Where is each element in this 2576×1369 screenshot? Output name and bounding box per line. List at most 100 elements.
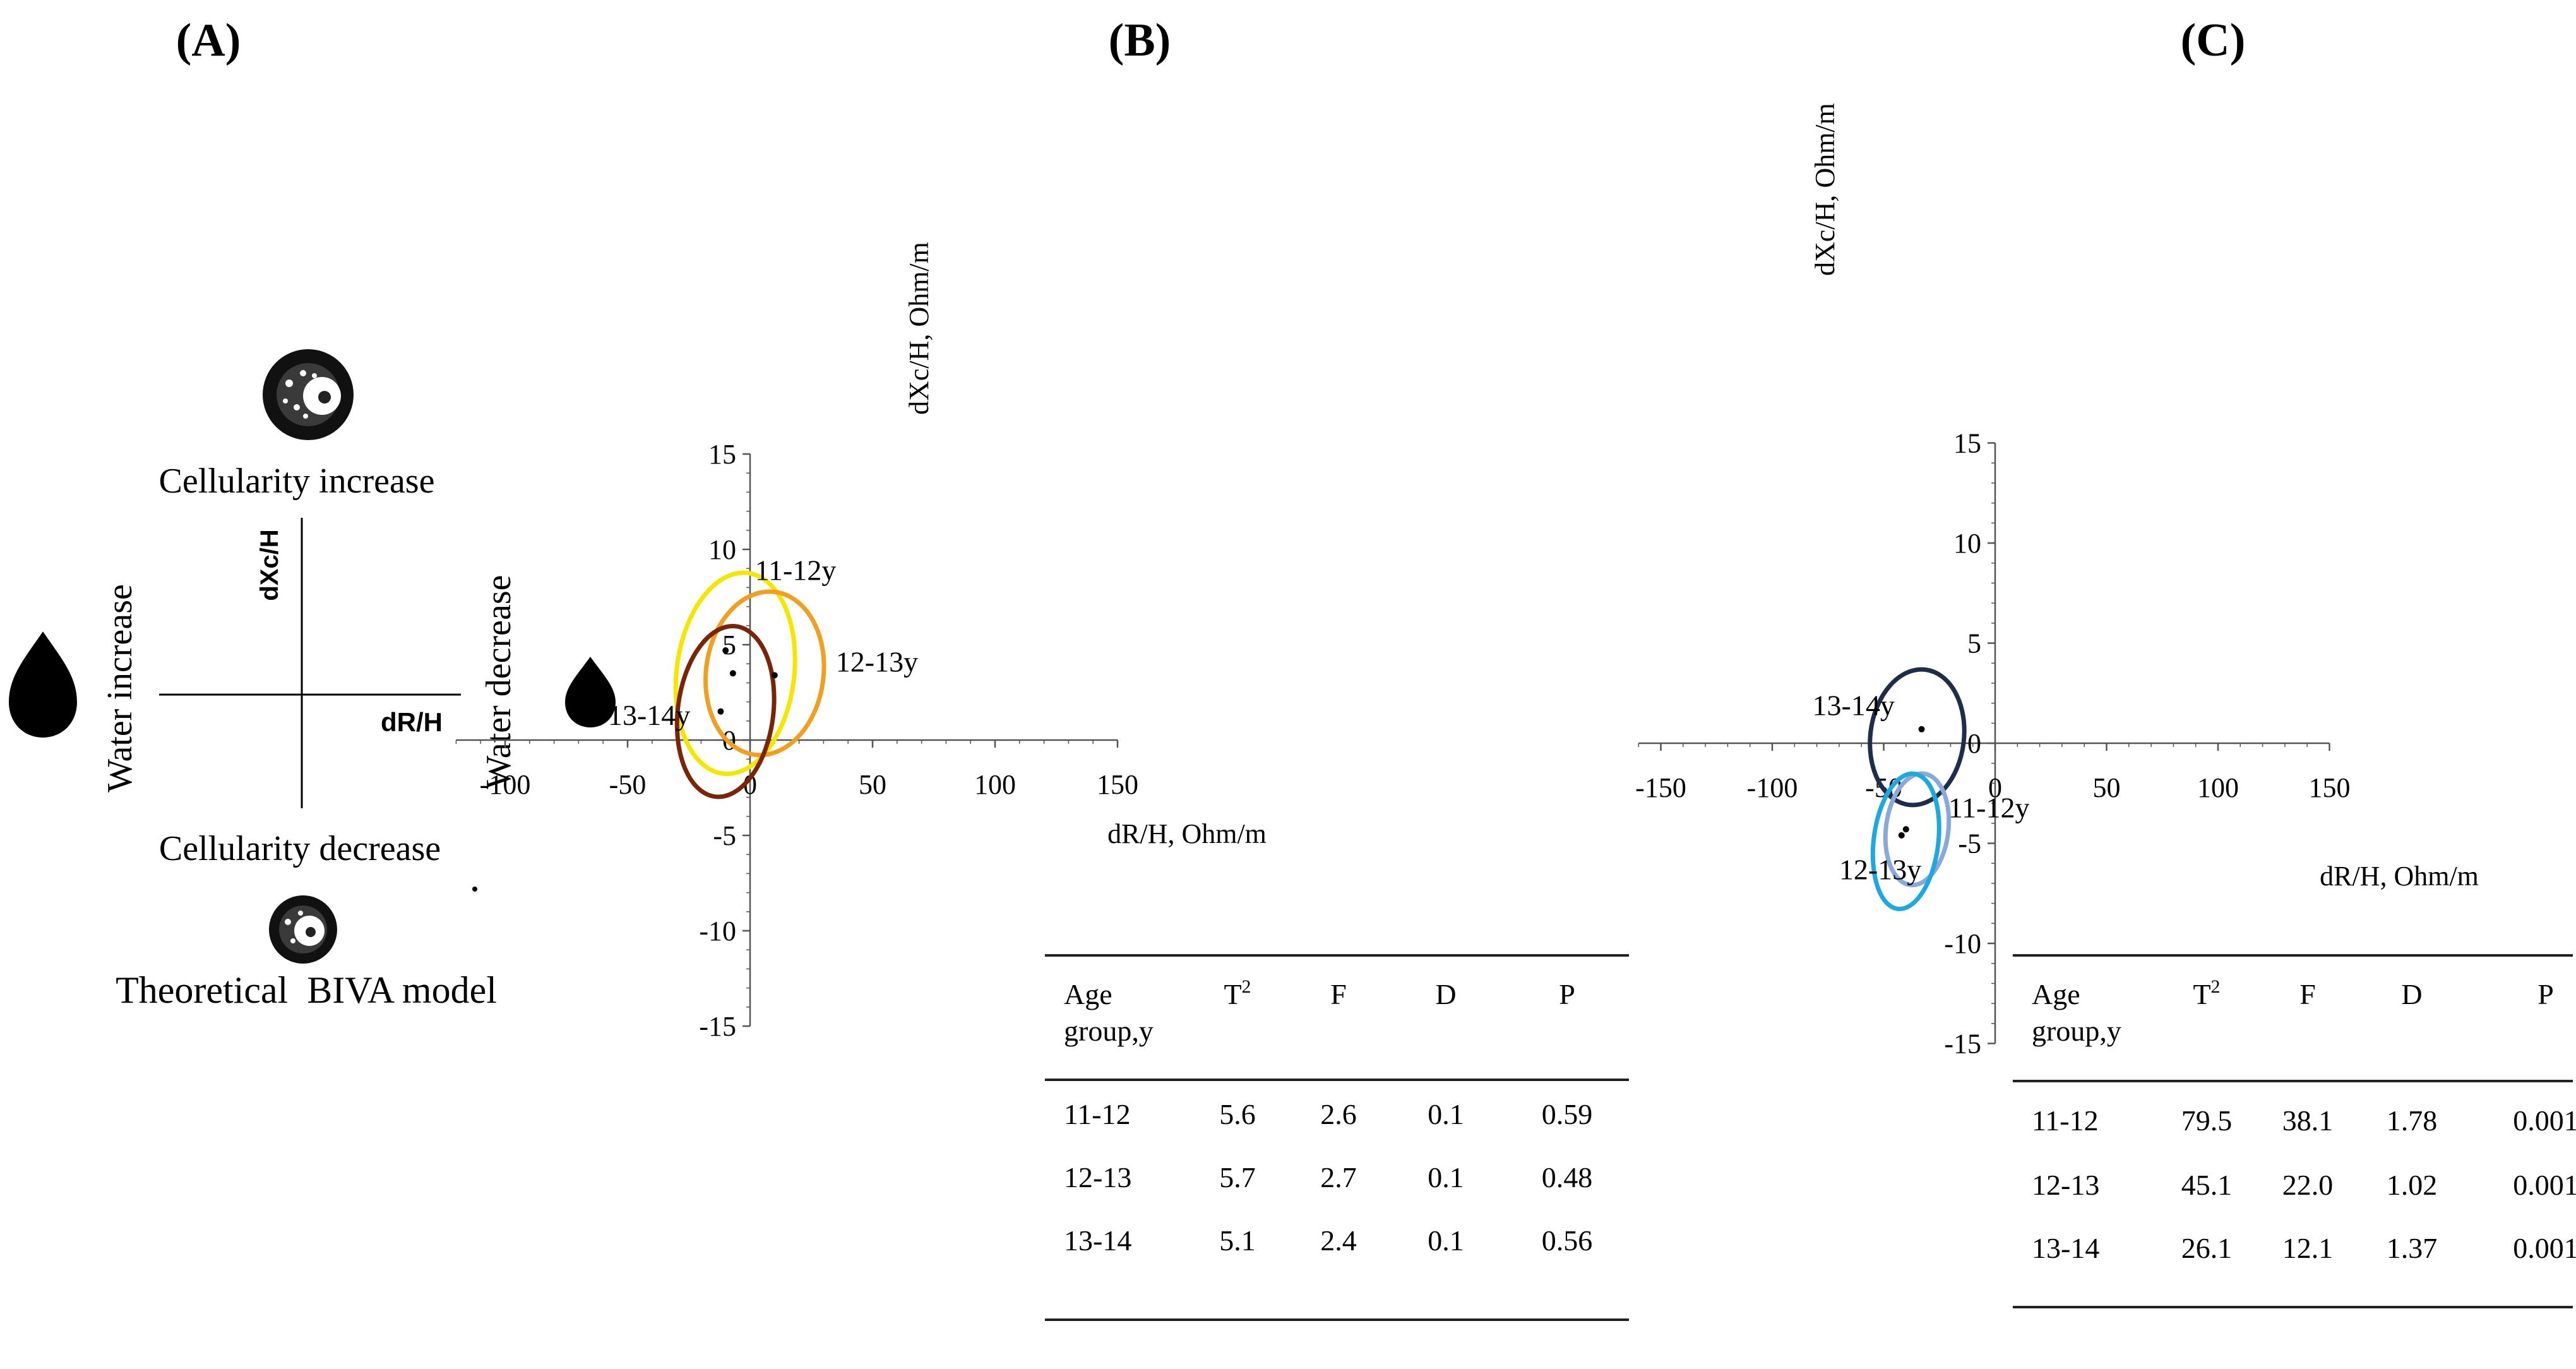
table-cell: 1.02 xyxy=(2387,1169,2438,1201)
table-cell: 26.1 xyxy=(2181,1232,2233,1264)
water-drop-small-icon xyxy=(565,657,616,727)
stray-dot xyxy=(472,887,477,892)
table-header-1: T2 xyxy=(1224,976,1251,1010)
x-tick-label: 150 xyxy=(1097,769,1138,800)
ellipse-12-13y xyxy=(1870,771,1941,911)
table-cell: 12-13 xyxy=(1064,1161,1131,1193)
panel-b: (B) -100 -50 0 50 100 150-15-10-5051015dR/H, … xyxy=(455,15,1629,1321)
y-tick-label: 15 xyxy=(1953,428,1981,459)
table-cell: 12-13 xyxy=(2032,1169,2099,1201)
x-tick-label: 50 xyxy=(859,769,886,800)
table-header-superscript: 2 xyxy=(1242,976,1251,997)
cellularity-decrease-label: Cellularity decrease xyxy=(159,829,441,868)
water-increase-label: Water increase xyxy=(100,584,140,792)
ellipse-11-12y xyxy=(673,570,797,777)
series-label-12-13y: 12-13y xyxy=(836,645,918,678)
table-header-1: T2 xyxy=(2193,976,2220,1010)
table-cell: 2.6 xyxy=(1320,1098,1357,1130)
y-tick-label: -5 xyxy=(713,820,736,851)
table-header-3: D xyxy=(1435,978,1456,1010)
table-cell: 0.1 xyxy=(1428,1098,1464,1130)
series-label-13-14y: 13-14y xyxy=(1813,690,1895,722)
y-tick-label: 15 xyxy=(708,439,736,470)
panel-c: (C) -150 -100 -50 0 50 100 150-15-10-5051015dR… xyxy=(1635,15,2576,1308)
table-cell: 11-12 xyxy=(2032,1104,2099,1137)
table-header-superscript: 2 xyxy=(2211,976,2221,997)
table-cell: 38.1 xyxy=(2282,1104,2334,1137)
y-tick-label: 0 xyxy=(1967,728,1981,759)
series-label-13-14y: 13-14y xyxy=(608,699,690,731)
table-cell: 0.56 xyxy=(1542,1224,1593,1257)
y-tick-label: -15 xyxy=(1944,1029,1981,1060)
x-tick-label: 100 xyxy=(974,769,1016,800)
table-cell: 1.37 xyxy=(2387,1232,2438,1264)
mean-point xyxy=(1898,832,1905,839)
ellipse-13-14y xyxy=(674,623,777,799)
y-tick-label: -15 xyxy=(699,1011,736,1042)
table-cell: 0.1 xyxy=(1428,1224,1464,1257)
table-cell: 45.1 xyxy=(2181,1169,2233,1201)
chart-c: -150 -100 -50 0 50 100 150-15-10-5051015dR/H, … xyxy=(1635,103,2479,1059)
ellipse-13-14y xyxy=(1868,667,1967,808)
x-tick-label: 100 xyxy=(2197,772,2239,803)
x-tick-label: 50 xyxy=(2093,772,2121,803)
panel-a-caption: Theoretical BIVA model xyxy=(116,969,497,1011)
table-header-4: P xyxy=(2537,978,2554,1010)
table-cell: 0.48 xyxy=(1542,1161,1593,1193)
table-cell: 2.4 xyxy=(1320,1224,1357,1257)
table-header-2: F xyxy=(2299,978,2316,1010)
chart-b-x-axis-title: dR/H, Ohm/m xyxy=(1107,818,1267,849)
cell-increase-icon xyxy=(263,349,354,440)
table-header-age-line2: group,y xyxy=(2032,1015,2121,1047)
x-tick-label: 150 xyxy=(2309,772,2351,803)
mean-point xyxy=(1902,826,1909,833)
panel-c-label: (C) xyxy=(2181,15,2246,66)
mean-point xyxy=(771,672,778,679)
series-label-11-12y: 11-12y xyxy=(755,554,837,586)
y-tick-label: 5 xyxy=(1967,628,1981,659)
table-header-0: Age xyxy=(2032,978,2080,1010)
table-cell: 13-14 xyxy=(2032,1232,2099,1264)
table-header-0: Age xyxy=(1064,978,1112,1010)
panel-b-label: (B) xyxy=(1109,15,1171,66)
mean-point xyxy=(1918,726,1925,732)
panel-a: (A) Cellularity increase dXc/H dR/H Wate… xyxy=(9,15,616,1011)
chart-c-x-axis-title: dR/H, Ohm/m xyxy=(2320,861,2479,892)
x-tick-label: -100 xyxy=(480,769,531,800)
x-tick-label: -150 xyxy=(1635,772,1686,803)
table-cell: 5.7 xyxy=(1219,1161,1256,1193)
table-header-3: D xyxy=(2401,978,2422,1010)
water-decrease-label: Water decrease xyxy=(479,575,518,789)
series-label-12-13y: 12-13y xyxy=(1839,854,1921,886)
table-header-2: F xyxy=(1330,978,1347,1010)
table-cell: 1.78 xyxy=(2387,1104,2438,1137)
x-tick-label: -50 xyxy=(609,769,647,800)
table-cell: 5.6 xyxy=(1219,1098,1256,1130)
mean-point xyxy=(729,670,736,677)
table-header-age-line2: group,y xyxy=(1064,1015,1154,1047)
ellipse-11-12y xyxy=(1883,771,1952,888)
cellularity-increase-label: Cellularity increase xyxy=(159,462,435,501)
water-drop-large-icon xyxy=(9,631,77,738)
y-tick-label: -10 xyxy=(699,916,736,947)
chart-b-y-axis-title: dXc/H, Ohm/m xyxy=(903,242,934,415)
table-header-4: P xyxy=(1559,978,1575,1010)
table-cell: 79.5 xyxy=(2181,1104,2233,1137)
y-tick-label: -10 xyxy=(1944,928,1981,959)
table-cell: 12.1 xyxy=(2282,1232,2334,1264)
panel-a-x-axis-label: dR/H xyxy=(381,707,443,737)
y-tick-label: 10 xyxy=(1953,528,1981,559)
x-tick-label: 0 xyxy=(1988,772,2002,803)
table-cell: 22.0 xyxy=(2282,1169,2334,1201)
series-label-11-12y: 11-12y xyxy=(1948,791,2030,823)
panel-a-y-axis-label: dXc/H xyxy=(256,529,283,601)
table-cell: 0.001 xyxy=(2513,1169,2576,1201)
table-cell: 0.1 xyxy=(1428,1161,1464,1193)
table-cell: 0.001 xyxy=(2513,1232,2576,1264)
y-tick-label: 10 xyxy=(708,534,736,565)
panel-a-label: (A) xyxy=(176,15,241,66)
cell-decrease-icon xyxy=(269,895,337,964)
